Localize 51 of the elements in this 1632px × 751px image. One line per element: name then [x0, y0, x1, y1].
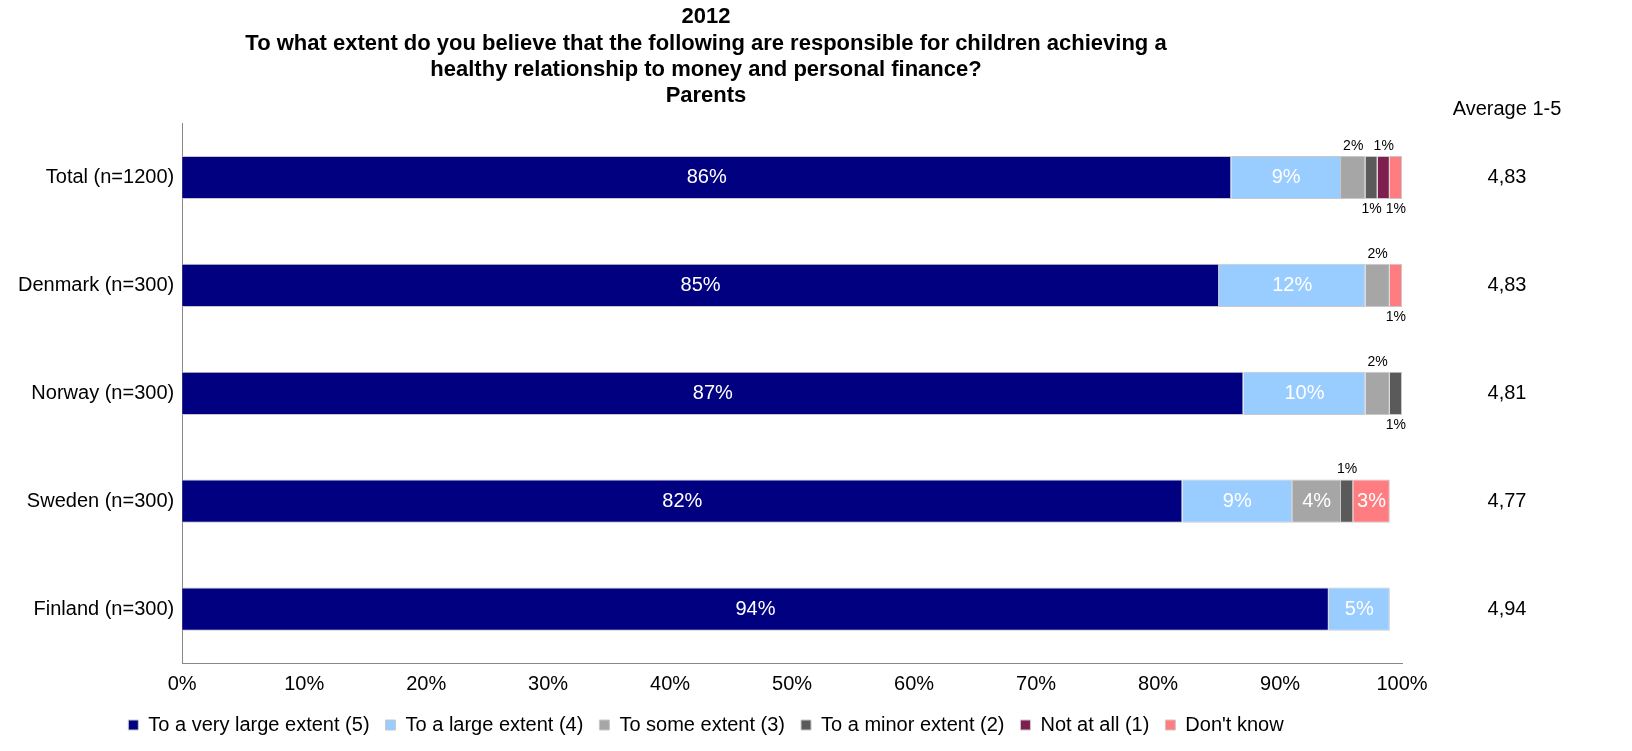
text: 4,81 [1487, 380, 1527, 403]
data-label: 87% [692, 380, 734, 403]
x-tick-label: 20% [406, 671, 447, 694]
data-label: 9% [1271, 165, 1301, 188]
data-label: 85% [680, 272, 721, 295]
data-label: 1% [1373, 136, 1394, 153]
data-label: 2% [1343, 136, 1364, 153]
y-tick-label: Sweden (n=300) [26, 488, 175, 511]
data-label: 94% [735, 596, 776, 619]
data-label: 2% [1367, 244, 1388, 261]
x-tick-label: 40% [650, 671, 691, 694]
data-label: 3% [1357, 488, 1387, 511]
legend-label: To a large extent (4) [405, 712, 584, 735]
legend-label: Don't know [1185, 712, 1285, 735]
data-label: 5% [1344, 596, 1374, 619]
data-label: 4% [1302, 488, 1332, 511]
text: 4,94 [1487, 596, 1527, 619]
legend-label: To a very large extent (5) [148, 712, 370, 735]
x-tick-label: 10% [284, 671, 325, 694]
data-label: 9% [1222, 488, 1252, 511]
data-label: 1% [1385, 199, 1407, 216]
chart-subtitle: Parents [665, 82, 747, 108]
x-tick-label: 80% [1138, 671, 1179, 694]
text: 4,77 [1487, 488, 1527, 511]
data-label: 1% [1385, 415, 1407, 432]
x-tick-label: 30% [528, 671, 569, 694]
data-label: 2% [1367, 352, 1388, 369]
text: 4,83 [1487, 165, 1527, 188]
text: Average 1-5 [1452, 97, 1562, 120]
legend-label: To some extent (3) [619, 712, 786, 735]
x-tick-label: 100% [1376, 671, 1428, 694]
x-tick-label: 70% [1016, 671, 1057, 694]
data-label: 1% [1385, 307, 1407, 324]
x-tick-label: 0% [167, 671, 197, 694]
data-label: 12% [1272, 272, 1313, 295]
legend-label: To a minor extent (2) [821, 712, 1005, 735]
chart-title: 2012 To what extent do you believe that the following are responsible for children achieving a healthy relationship to money and personal finance? [245, 3, 1168, 82]
y-tick-label: Norway (n=300) [31, 380, 175, 403]
x-tick-label: 50% [772, 671, 813, 694]
y-tick-label: Total (n=1200) [45, 165, 175, 188]
x-tick-label: 90% [1260, 671, 1301, 694]
x-tick-label: 60% [894, 671, 935, 694]
data-label: 10% [1284, 380, 1325, 403]
legend-label: Not at all (1) [1040, 712, 1150, 735]
text: 4,83 [1487, 272, 1527, 295]
y-tick-label: Denmark (n=300) [17, 272, 175, 295]
data-label: 1% [1361, 199, 1382, 216]
data-label: 82% [662, 488, 703, 511]
y-tick-label: Finland (n=300) [33, 596, 175, 619]
data-label: 1% [1336, 460, 1358, 477]
data-label: 86% [686, 165, 727, 188]
